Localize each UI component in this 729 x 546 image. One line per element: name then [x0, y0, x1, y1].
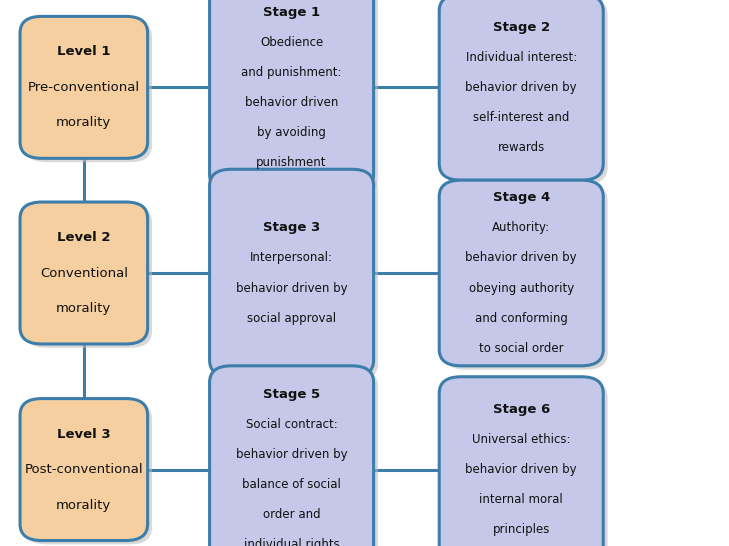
Text: behavior driven by: behavior driven by — [235, 448, 348, 461]
FancyBboxPatch shape — [214, 0, 378, 195]
Text: Stage 2: Stage 2 — [493, 21, 550, 34]
Text: Universal ethics:: Universal ethics: — [472, 433, 571, 446]
Text: punishment: punishment — [257, 156, 327, 169]
Text: Pre-conventional: Pre-conventional — [28, 81, 140, 94]
Text: behavior driven by: behavior driven by — [465, 252, 577, 264]
Text: and punishment:: and punishment: — [241, 66, 342, 79]
Text: Stage 1: Stage 1 — [263, 6, 320, 19]
Text: Level 2: Level 2 — [57, 231, 111, 244]
FancyBboxPatch shape — [443, 381, 607, 546]
FancyBboxPatch shape — [210, 0, 374, 191]
Text: by avoiding: by avoiding — [257, 126, 326, 139]
Text: Stage 4: Stage 4 — [493, 192, 550, 204]
Text: principles: principles — [493, 523, 550, 536]
FancyBboxPatch shape — [214, 173, 378, 381]
FancyBboxPatch shape — [439, 377, 603, 546]
FancyBboxPatch shape — [20, 16, 147, 158]
FancyBboxPatch shape — [25, 20, 152, 162]
FancyBboxPatch shape — [439, 180, 603, 366]
FancyBboxPatch shape — [439, 0, 603, 180]
Text: behavior driven: behavior driven — [245, 96, 338, 109]
Text: Post-conventional: Post-conventional — [25, 463, 143, 476]
Text: Individual interest:: Individual interest: — [466, 51, 577, 64]
FancyBboxPatch shape — [25, 206, 152, 348]
Text: internal moral: internal moral — [480, 493, 563, 506]
Text: Obedience: Obedience — [260, 36, 323, 49]
FancyBboxPatch shape — [25, 402, 152, 544]
Text: social approval: social approval — [247, 312, 336, 324]
Text: Social contract:: Social contract: — [246, 418, 338, 431]
Text: individual rights: individual rights — [243, 538, 340, 546]
Text: Authority:: Authority: — [492, 222, 550, 234]
Text: behavior driven by: behavior driven by — [235, 282, 348, 294]
Text: self-interest and: self-interest and — [473, 111, 569, 124]
Text: rewards: rewards — [498, 141, 545, 154]
FancyBboxPatch shape — [20, 202, 147, 344]
FancyBboxPatch shape — [214, 370, 378, 546]
Text: Interpersonal:: Interpersonal: — [250, 252, 333, 264]
Text: and conforming: and conforming — [475, 312, 568, 324]
Text: Stage 3: Stage 3 — [263, 222, 320, 234]
Text: morality: morality — [56, 498, 112, 512]
Text: morality: morality — [56, 116, 112, 129]
Text: obeying authority: obeying authority — [469, 282, 574, 294]
Text: to social order: to social order — [479, 342, 564, 354]
FancyBboxPatch shape — [443, 0, 607, 184]
FancyBboxPatch shape — [210, 169, 374, 377]
Text: Level 3: Level 3 — [57, 428, 111, 441]
Text: Stage 5: Stage 5 — [263, 388, 320, 401]
FancyBboxPatch shape — [443, 184, 607, 370]
Text: behavior driven by: behavior driven by — [465, 81, 577, 94]
Text: morality: morality — [56, 302, 112, 315]
Text: balance of social: balance of social — [242, 478, 341, 491]
Text: Stage 6: Stage 6 — [493, 403, 550, 416]
FancyBboxPatch shape — [20, 399, 147, 541]
FancyBboxPatch shape — [210, 366, 374, 546]
Text: Conventional: Conventional — [40, 266, 128, 280]
Text: order and: order and — [262, 508, 321, 521]
Text: behavior driven by: behavior driven by — [465, 463, 577, 476]
Text: Level 1: Level 1 — [57, 45, 111, 58]
